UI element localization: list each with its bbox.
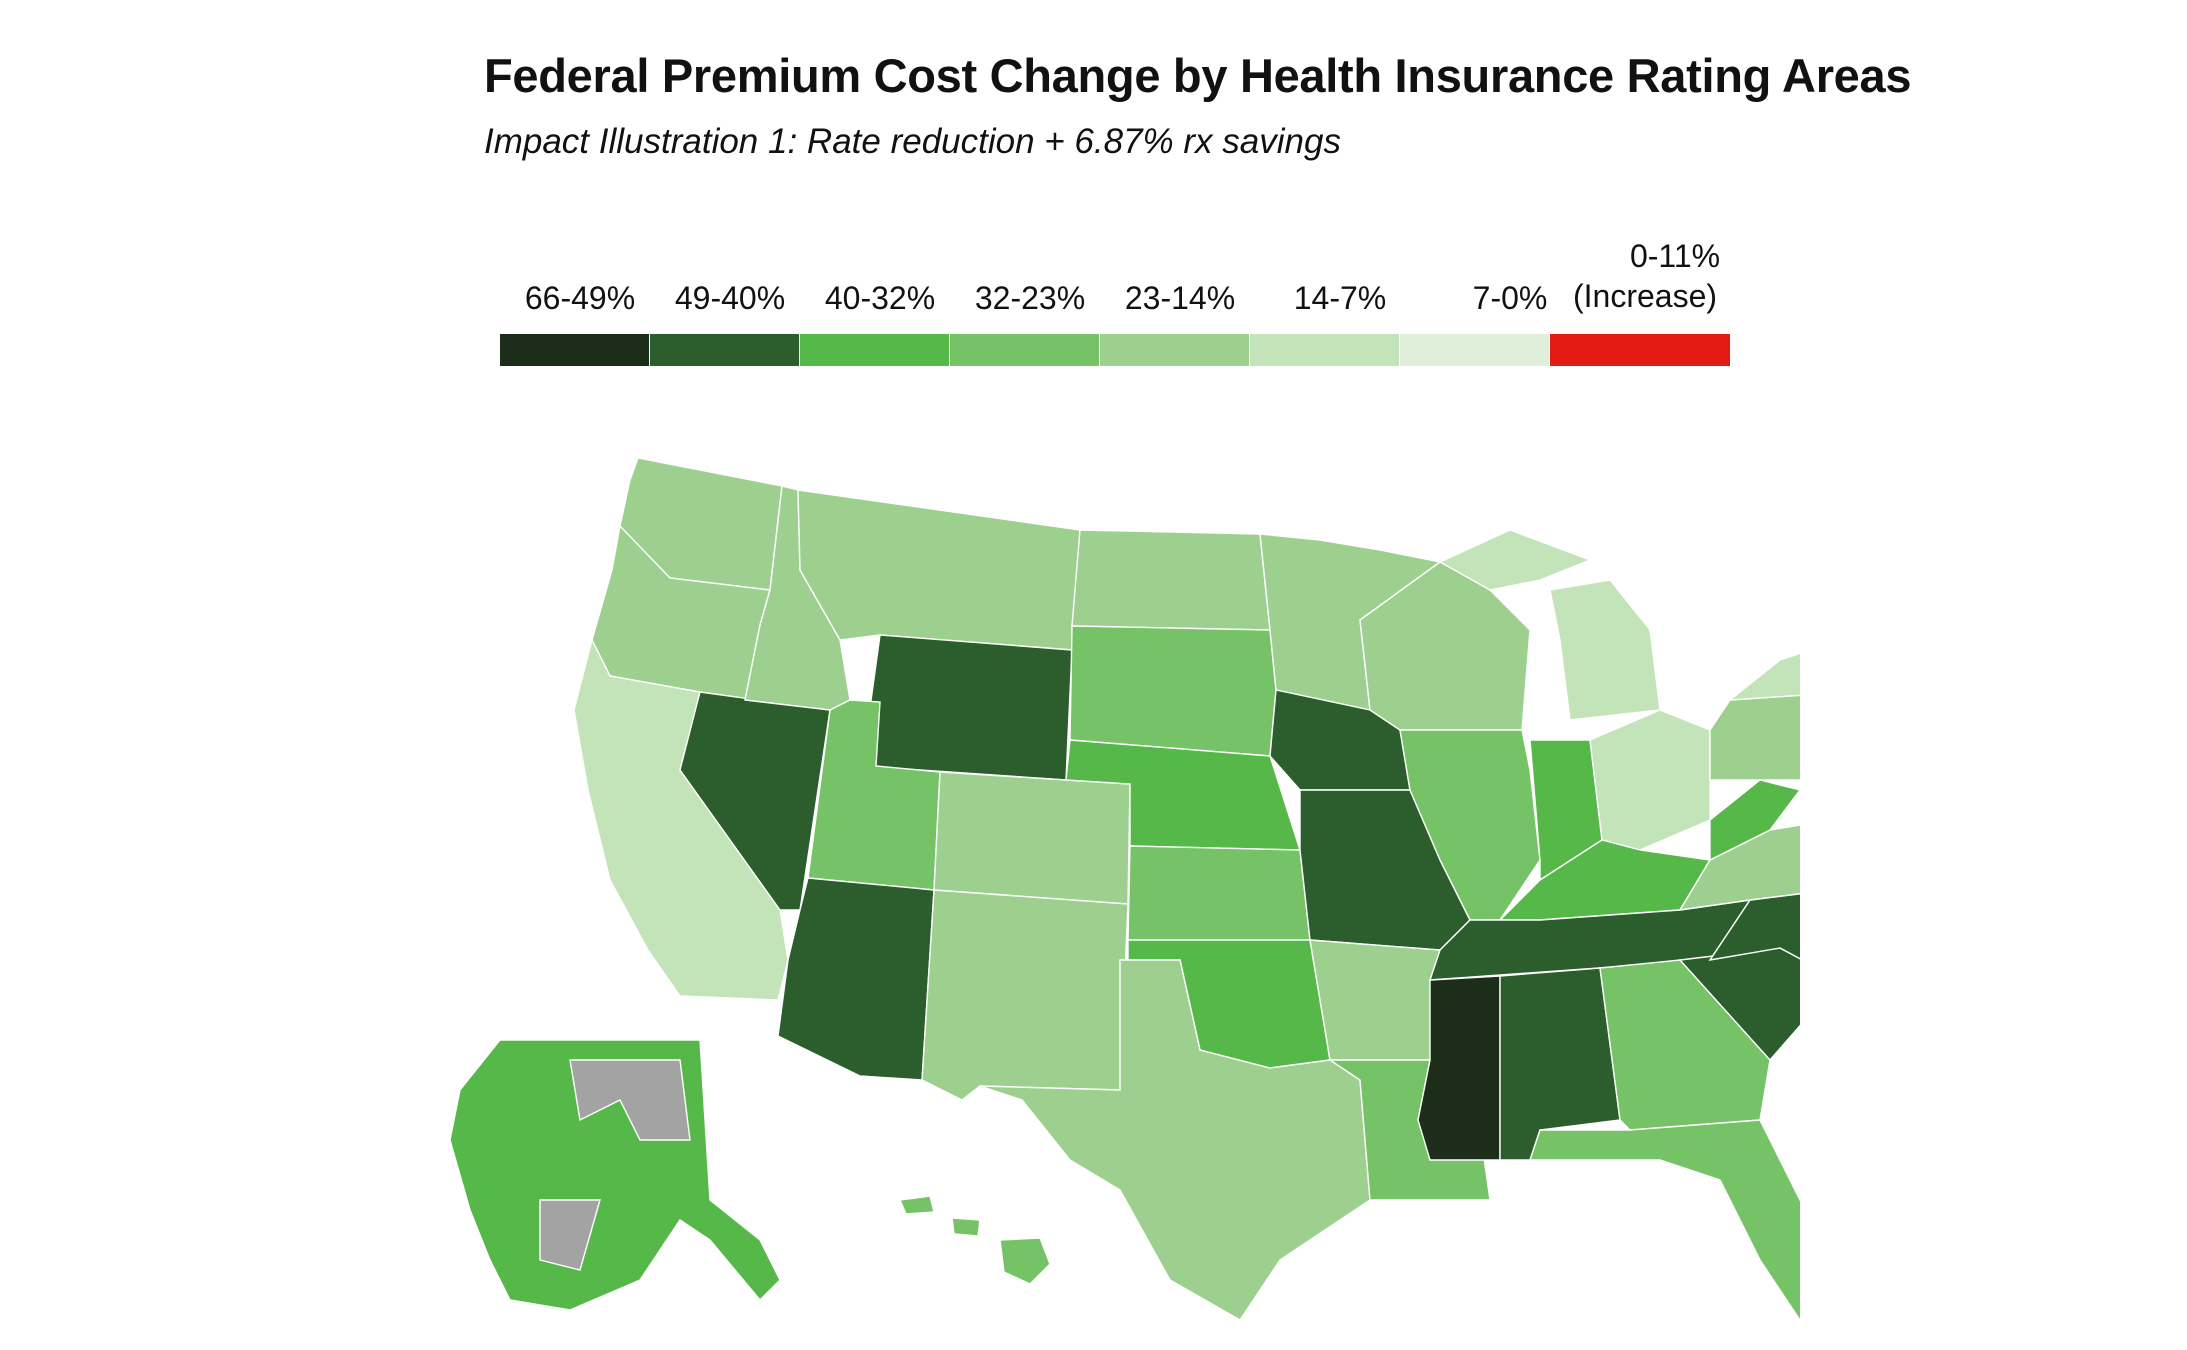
region-mississippi — [1417, 975, 1501, 1161]
region-florida — [1529, 1119, 1800, 1320]
region-alaska — [449, 1039, 781, 1311]
region-new-mexico — [921, 889, 1129, 1101]
region-west-virginia — [1709, 779, 1800, 862]
region-colorado — [933, 771, 1131, 905]
legend-swatch-32-23 — [950, 334, 1099, 366]
region-new-york — [1727, 652, 1800, 701]
legend-swatch-14-7 — [1250, 334, 1399, 366]
region-hawaii-3 — [999, 1237, 1051, 1285]
region-michigan — [1549, 579, 1661, 721]
region-north-dakota — [1071, 529, 1271, 631]
legend-label-14-7: 14-7% — [1293, 280, 1387, 316]
region-south-dakota — [1069, 625, 1277, 757]
legend-label-49-40: 49-40% — [674, 280, 786, 316]
region-alaska-no-data-2 — [539, 1199, 601, 1271]
region-texas — [979, 959, 1371, 1320]
region-michigan-up — [1438, 529, 1592, 591]
legend-swatch-40-32 — [800, 334, 949, 366]
legend-swatch-66-49 — [500, 334, 649, 366]
us-rating-area-map — [449, 457, 1800, 1320]
region-montana — [797, 489, 1081, 651]
chart-subtitle: Impact Illustration 1: Rate reduction + … — [484, 122, 1341, 161]
chart-title: Federal Premium Cost Change by Health In… — [484, 49, 1912, 102]
region-hawaii-1 — [898, 1195, 935, 1215]
region-alaska-no-data — [569, 1059, 691, 1141]
region-pennsylvania — [1709, 694, 1800, 781]
region-kansas — [1127, 845, 1311, 941]
region-wyoming — [861, 634, 1073, 781]
legend-label-increase: 0-11% (Increase) — [1570, 236, 1720, 316]
legend-swatch-7-0 — [1400, 334, 1549, 366]
legend-swatch-49-40 — [650, 334, 799, 366]
legend-swatch-23-14 — [1100, 334, 1249, 366]
legend-swatch-increase — [1550, 334, 1730, 366]
region-arkansas — [1309, 939, 1441, 1061]
legend-label-23-14: 23-14% — [1124, 280, 1236, 316]
legend: 66-49% 49-40% 40-32% 32-23% 23-14% 14-7%… — [500, 236, 1730, 366]
region-arizona — [777, 877, 935, 1081]
legend-label-7-0: 7-0% — [1472, 280, 1548, 316]
legend-label-40-32: 40-32% — [824, 280, 936, 316]
legend-label-increase-range: 0-11% — [1629, 238, 1721, 274]
region-hawaii-2 — [951, 1217, 981, 1237]
region-ohio — [1589, 709, 1711, 851]
legend-label-32-23: 32-23% — [974, 280, 1086, 316]
legend-label-increase-word: (Increase) — [1572, 278, 1718, 314]
legend-label-66-49: 66-49% — [524, 280, 636, 316]
